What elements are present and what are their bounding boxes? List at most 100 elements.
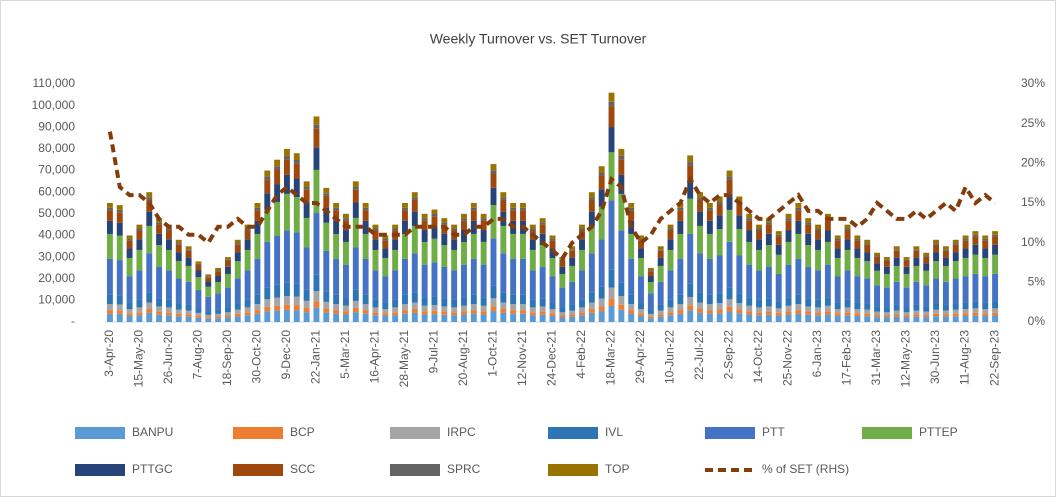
bar-segment	[146, 197, 153, 200]
bar-segment	[854, 240, 861, 249]
bar-segment	[913, 246, 920, 250]
bar-segment	[549, 302, 556, 310]
bar-segment	[746, 218, 753, 221]
bar-segment	[421, 220, 428, 231]
bar-segment	[795, 310, 802, 314]
bar-segment	[411, 225, 418, 254]
bar-segment	[638, 235, 644, 239]
bar-segment	[864, 243, 871, 245]
bar-segment	[461, 311, 467, 315]
bar-segment	[156, 266, 163, 299]
line-series	[107, 131, 997, 262]
bar-segment	[480, 305, 487, 312]
bar-segment	[559, 307, 566, 313]
bar-segment	[608, 92, 615, 102]
legend-label: % of SET (RHS)	[762, 462, 849, 476]
bar-segment	[234, 313, 241, 317]
bar-segment	[657, 314, 664, 317]
bar-segment	[697, 225, 703, 254]
bar-segment	[480, 218, 487, 221]
bar-segment	[657, 304, 664, 311]
bar-segment	[343, 218, 349, 221]
bar-segment	[461, 264, 467, 298]
bar-segment	[490, 285, 497, 299]
bar-segment	[116, 295, 123, 305]
bar-segment	[746, 213, 753, 219]
bar-segment	[303, 247, 310, 290]
bar-segment	[146, 302, 153, 310]
bar-segment	[175, 278, 182, 304]
bar-segment	[569, 281, 576, 305]
bar-segment	[490, 310, 497, 322]
bar-segment	[854, 302, 861, 310]
bar-segment	[618, 155, 625, 160]
bar-segment	[224, 287, 231, 308]
bar-segment	[785, 213, 792, 219]
bar-segment	[588, 292, 595, 303]
legend-swatch	[390, 464, 440, 476]
bar-segment	[716, 255, 723, 294]
bar-segment	[411, 192, 418, 198]
bar-segment	[638, 309, 644, 314]
bar-segment	[942, 316, 949, 322]
bar-segment	[883, 257, 890, 260]
bar-segment	[402, 207, 408, 211]
bar-segment	[539, 311, 546, 315]
bar-segment	[726, 306, 733, 312]
bar-segment	[775, 244, 782, 255]
bar-segment	[244, 299, 251, 308]
bar-segment	[746, 297, 753, 306]
bar-segment	[667, 270, 674, 300]
bar-segment	[716, 204, 723, 216]
bar-segment	[628, 203, 635, 208]
bar-segment	[461, 314, 467, 322]
bar-segment	[126, 238, 133, 241]
bar-segment	[392, 239, 399, 250]
bar-segment	[864, 261, 871, 279]
bar-segment	[746, 314, 753, 322]
bar-segment	[677, 304, 684, 311]
bar-segment	[785, 264, 792, 298]
bar-segment	[697, 253, 703, 293]
bar-segment	[677, 294, 684, 305]
bar-segment	[765, 266, 772, 299]
legend-swatch	[390, 427, 440, 439]
bar-segment	[874, 311, 881, 316]
bar-segment	[352, 202, 359, 218]
bar-segment	[126, 276, 133, 303]
bar-segment	[146, 292, 153, 303]
bar-segment	[952, 309, 959, 314]
x-tick-label: 18-Sep-20	[220, 330, 234, 386]
bar-segment	[864, 313, 871, 317]
bar-segment	[303, 186, 310, 190]
bar-segment	[972, 308, 979, 313]
bar-segment	[608, 101, 615, 107]
bar-segment	[893, 304, 900, 311]
bar-segment	[706, 313, 713, 322]
x-tick-label: 28-May-21	[397, 330, 411, 388]
bar-segment	[834, 257, 841, 277]
bar-segment	[844, 315, 851, 322]
bar-segment	[254, 207, 261, 211]
bar-segment	[638, 240, 644, 249]
bar-segment	[136, 239, 143, 250]
bar-segment	[421, 311, 428, 315]
bar-segment	[234, 316, 241, 322]
bar-segment	[165, 249, 172, 271]
bar-segment	[844, 228, 851, 231]
bar-segment	[224, 315, 231, 318]
bar-segment	[529, 315, 536, 322]
bar-segment	[451, 307, 458, 313]
bar-segment	[598, 166, 605, 173]
bar-segment	[323, 250, 330, 292]
bar-segment	[657, 250, 664, 258]
bar-segment	[106, 313, 113, 322]
bar-segment	[893, 310, 900, 315]
bar-segment	[323, 195, 330, 208]
bar-segment	[844, 307, 851, 313]
bar-segment	[529, 249, 536, 271]
bar-segment	[303, 312, 310, 322]
x-tick-label: 31-Mar-23	[869, 330, 883, 386]
bar-segment	[775, 236, 782, 245]
bar-segment	[284, 193, 290, 231]
